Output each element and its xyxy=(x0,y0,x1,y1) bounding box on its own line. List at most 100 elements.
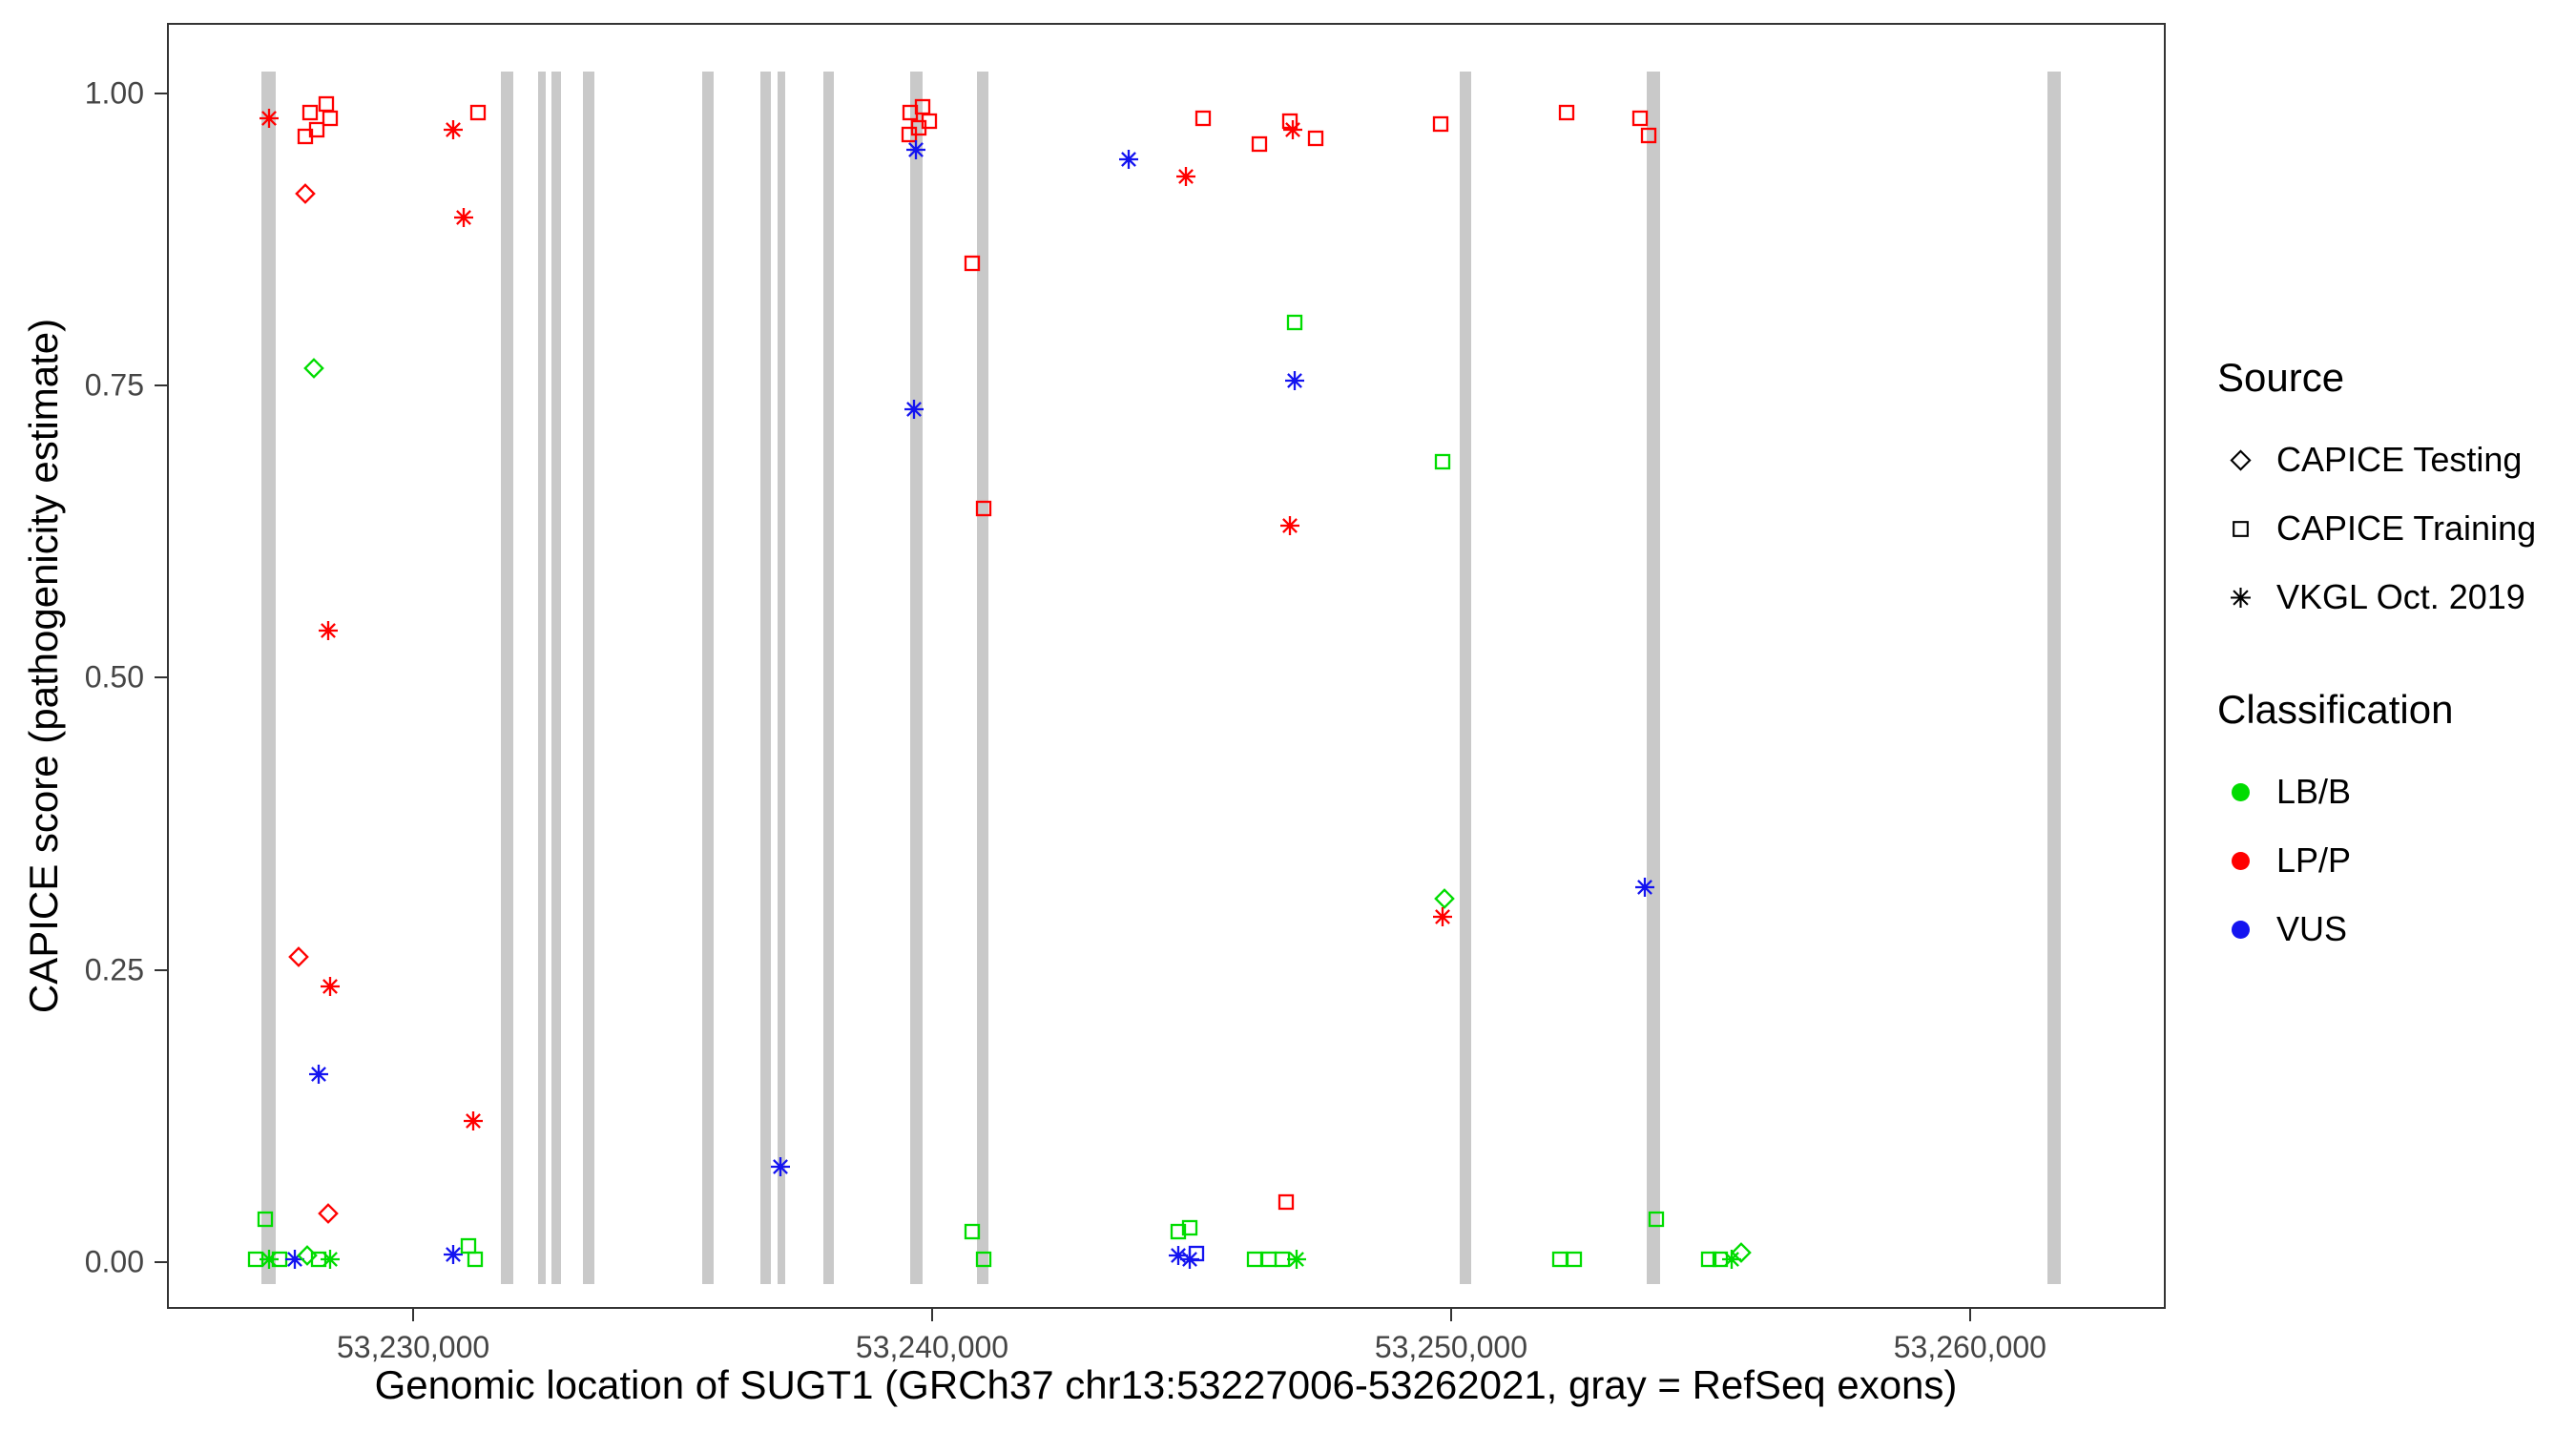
legend-spacer xyxy=(2217,632,2536,687)
exon-bar xyxy=(551,71,562,1284)
data-point-square xyxy=(255,1209,276,1230)
y-tick-mark xyxy=(155,676,167,679)
exon-bar xyxy=(2047,71,2062,1284)
data-point-square xyxy=(1698,1249,1719,1270)
legend-item-capice-training: CAPICE Training xyxy=(2217,494,2536,563)
data-point-square xyxy=(1432,451,1453,472)
y-tick-mark xyxy=(155,92,167,94)
data-point-square xyxy=(912,96,933,117)
exon-bar xyxy=(777,71,786,1284)
data-point-square xyxy=(300,102,321,123)
legend-item-vkgl: VKGL Oct. 2019 xyxy=(2217,563,2536,632)
data-point-square xyxy=(320,108,341,129)
data-point-square xyxy=(1179,1217,1200,1238)
x-tick-label: 53,240,000 xyxy=(855,1330,1009,1364)
data-point-asterisk xyxy=(1284,370,1305,391)
data-point-square xyxy=(1244,1249,1265,1270)
exon-bar xyxy=(583,71,594,1284)
data-point-asterisk xyxy=(1721,1249,1742,1270)
data-point-diamond xyxy=(1731,1241,1753,1263)
data-point-asterisk xyxy=(284,1249,305,1270)
data-point-asterisk xyxy=(318,620,339,641)
legend-source-title: Source xyxy=(2217,355,2345,400)
y-tick-mark xyxy=(155,384,167,386)
x-tick-mark xyxy=(1968,1309,1971,1321)
data-point-square xyxy=(1556,102,1577,123)
exon-bar xyxy=(823,71,835,1284)
data-point-diamond xyxy=(295,183,316,204)
data-point-square xyxy=(899,124,920,145)
data-point-square xyxy=(973,498,994,519)
data-point-square xyxy=(962,1221,983,1242)
diamond-icon xyxy=(2217,448,2263,471)
exon-bar xyxy=(537,71,547,1284)
exon-bar xyxy=(501,71,513,1284)
data-point-asterisk xyxy=(1168,1245,1189,1266)
y-tick-label: 1.00 xyxy=(84,75,144,111)
legend-item-capice-testing: CAPICE Testing xyxy=(2217,425,2536,494)
data-point-asterisk xyxy=(308,1064,329,1085)
data-point-square xyxy=(1638,125,1659,146)
legend-item-label: LB/B xyxy=(2276,772,2352,811)
data-point-square xyxy=(1276,1192,1297,1213)
y-tick-label: 0.50 xyxy=(84,659,144,695)
data-point-square xyxy=(1279,111,1300,132)
data-point-asterisk xyxy=(1432,906,1453,927)
legend-item-label: VUS xyxy=(2276,909,2348,948)
exon-bar xyxy=(910,71,923,1284)
data-point-square xyxy=(1564,1249,1585,1270)
asterisk-icon xyxy=(2217,587,2263,609)
vus-dot-icon xyxy=(2217,920,2263,939)
legend-classification-title: Classification xyxy=(2217,687,2454,732)
exon-bar xyxy=(977,71,989,1284)
data-point-asterisk xyxy=(1279,515,1300,536)
data-point-square xyxy=(1249,134,1270,155)
data-point-square xyxy=(973,1249,994,1270)
y-tick-mark xyxy=(155,1260,167,1263)
x-tick-mark xyxy=(412,1309,415,1321)
data-point-square xyxy=(1305,128,1326,149)
legend-item-label: LP/P xyxy=(2276,840,2352,880)
data-point-square xyxy=(1186,1243,1207,1264)
data-point-asterisk xyxy=(320,1249,341,1270)
data-point-asterisk xyxy=(259,1249,280,1270)
data-point-asterisk xyxy=(905,139,926,160)
data-point-asterisk xyxy=(443,119,464,140)
data-point-asterisk xyxy=(1634,877,1655,898)
legend-item-lbb: LB/B xyxy=(2217,757,2536,826)
data-point-asterisk xyxy=(1282,119,1303,140)
data-point-square xyxy=(1193,108,1214,129)
data-point-asterisk xyxy=(259,108,280,129)
x-tick-label: 53,250,000 xyxy=(1374,1330,1527,1364)
x-tick-mark xyxy=(1449,1309,1452,1321)
data-point-square xyxy=(1630,108,1651,129)
lbb-dot-icon xyxy=(2217,782,2263,801)
y-tick-label: 0.25 xyxy=(84,952,144,987)
data-point-asterisk xyxy=(463,1110,484,1131)
data-point-asterisk xyxy=(1286,1249,1307,1270)
legend-item-label: CAPICE Testing xyxy=(2276,440,2523,479)
legend-item-label: VKGL Oct. 2019 xyxy=(2276,577,2525,616)
data-point-square xyxy=(467,102,488,123)
data-point-diamond xyxy=(1434,888,1455,910)
data-point-square xyxy=(1646,1209,1667,1230)
plot-panel xyxy=(167,23,2166,1309)
data-point-diamond xyxy=(288,946,309,968)
data-point-square xyxy=(1430,114,1451,135)
legend-item-vus: VUS xyxy=(2217,895,2536,964)
lpp-dot-icon xyxy=(2217,851,2263,870)
x-tick-mark xyxy=(931,1309,933,1321)
y-tick-mark xyxy=(155,968,167,971)
exon-bar xyxy=(261,71,276,1284)
exon-bar xyxy=(1647,71,1661,1284)
data-point-asterisk xyxy=(320,976,341,997)
x-axis-title: Genomic location of SUGT1 (GRCh37 chr13:… xyxy=(374,1362,1958,1407)
legend: Source CAPICE Testing CAPICE Training VK… xyxy=(2217,355,2536,964)
data-point-square xyxy=(1168,1221,1189,1242)
data-point-square xyxy=(919,111,940,132)
data-point-square xyxy=(465,1249,486,1270)
data-point-asterisk xyxy=(1175,166,1196,187)
exon-bar xyxy=(702,71,715,1284)
data-point-asterisk xyxy=(770,1156,791,1177)
